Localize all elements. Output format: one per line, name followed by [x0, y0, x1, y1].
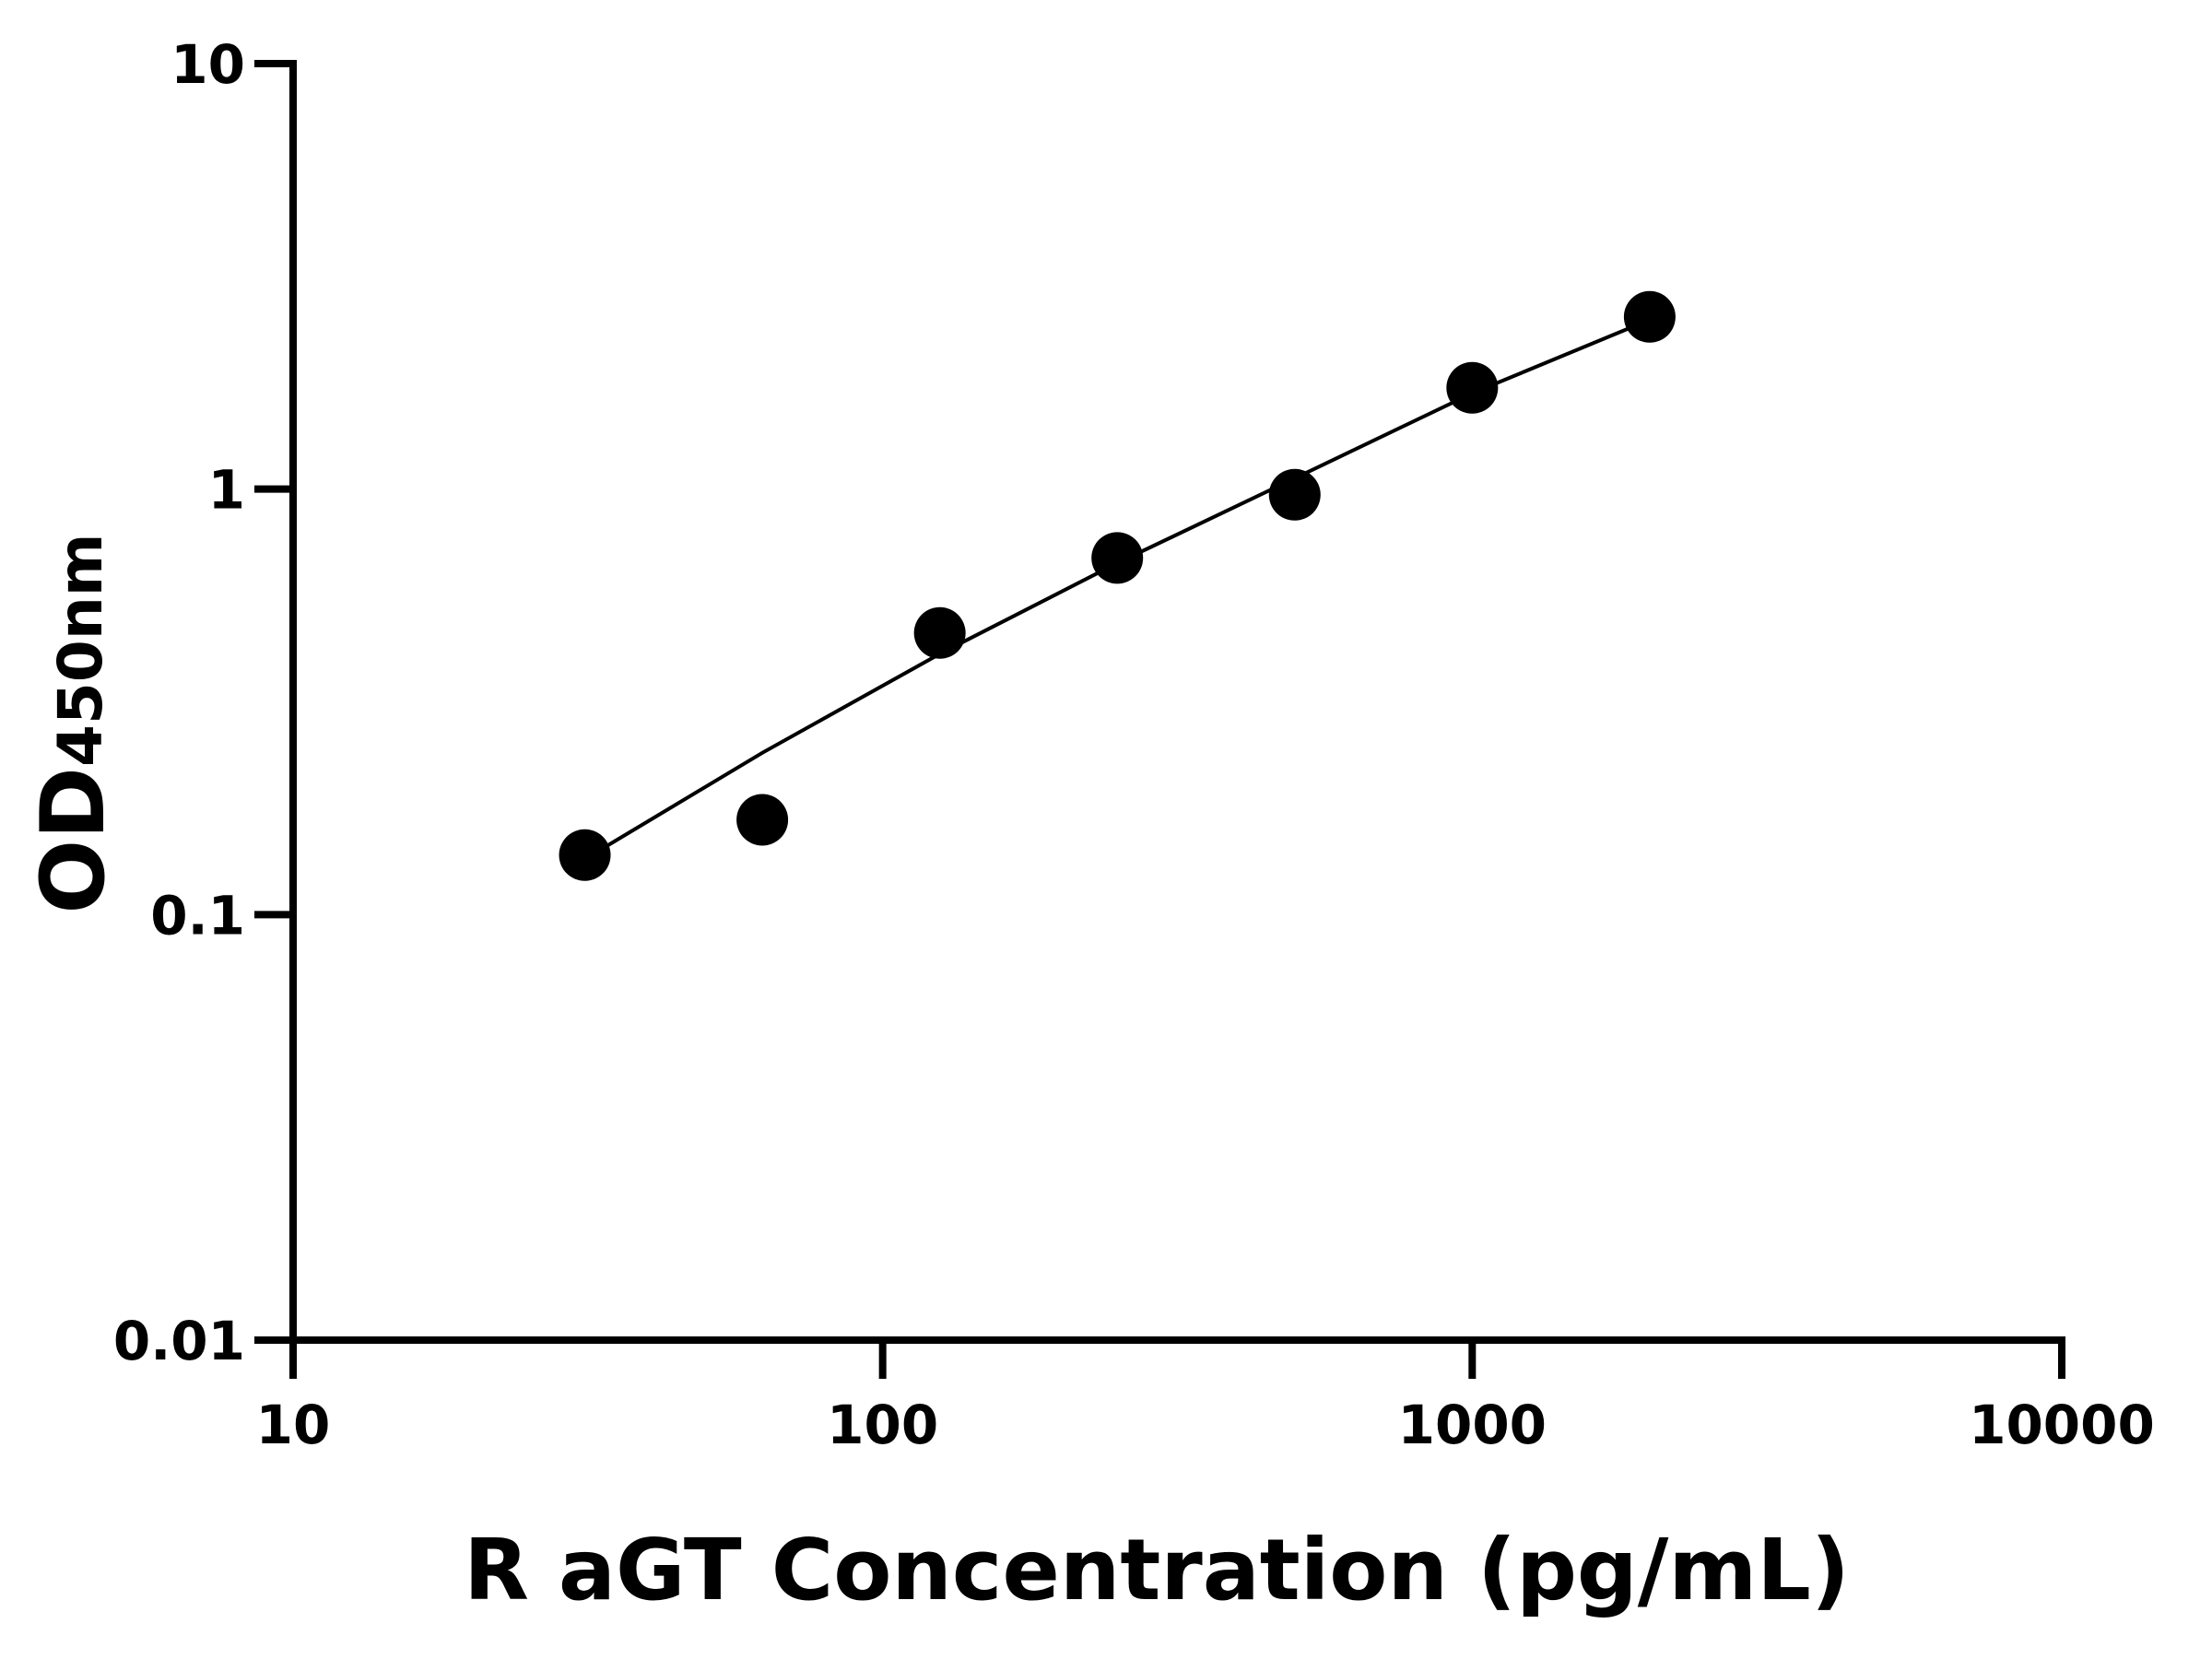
x-tick-label: 10: [256, 1394, 331, 1456]
y-tick-label: 0.1: [150, 884, 245, 947]
y-tick-label: 0.01: [113, 1310, 245, 1372]
data-point: [559, 829, 611, 881]
y-tick-label: 10: [171, 33, 245, 96]
y-axis-label-main: OD: [23, 767, 124, 914]
data-point: [1623, 290, 1676, 343]
data-point: [1268, 468, 1321, 521]
y-axis-label-subscript: 450nm: [45, 533, 116, 767]
x-tick-label: 100: [827, 1394, 938, 1456]
y-axis-label: OD450nm: [23, 533, 124, 913]
x-axis-label: R aGT Concentration (pg/mL): [464, 1521, 1850, 1619]
x-tick-label: 1000: [1398, 1394, 1547, 1456]
fit-curve: [583, 318, 1651, 861]
data-point: [1091, 532, 1144, 584]
data-point: [913, 606, 966, 659]
y-tick-label: 1: [208, 459, 245, 522]
data-point: [736, 794, 789, 846]
data-point: [1446, 361, 1499, 414]
x-tick-label: 10000: [1969, 1394, 2155, 1456]
